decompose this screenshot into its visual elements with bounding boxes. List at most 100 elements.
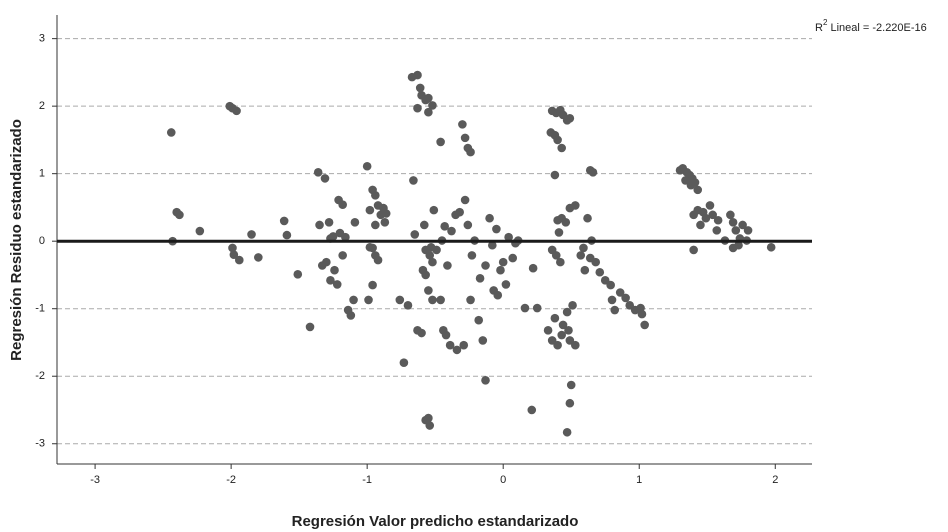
- point: [615, 288, 625, 297]
- point: [579, 243, 588, 253]
- point: [282, 230, 292, 240]
- x-tick-label: 0: [500, 474, 506, 486]
- point: [166, 128, 176, 137]
- point: [195, 226, 205, 236]
- point: [338, 200, 347, 210]
- point: [712, 226, 722, 235]
- point: [708, 210, 717, 220]
- point: [443, 261, 452, 270]
- x-tick-label: 2: [772, 474, 778, 486]
- point: [551, 251, 561, 260]
- point: [637, 309, 647, 319]
- point: [481, 261, 490, 270]
- point: [380, 217, 390, 227]
- x-tick-label: -3: [90, 474, 100, 486]
- point: [365, 205, 375, 215]
- y-tick-label: 0: [39, 235, 45, 247]
- point: [554, 228, 564, 237]
- point: [474, 315, 484, 325]
- point: [417, 328, 426, 338]
- point: [496, 265, 505, 275]
- point: [527, 405, 537, 415]
- point: [766, 242, 776, 252]
- point: [498, 257, 508, 267]
- point: [399, 358, 409, 368]
- point: [232, 106, 241, 116]
- point: [371, 190, 380, 200]
- point: [228, 243, 237, 253]
- point: [478, 336, 488, 345]
- point: [580, 265, 590, 275]
- point: [728, 243, 738, 253]
- point: [279, 216, 289, 226]
- point: [424, 286, 433, 295]
- point: [488, 240, 497, 250]
- point: [713, 215, 723, 225]
- point: [621, 293, 630, 303]
- point: [481, 375, 490, 385]
- point: [588, 168, 598, 177]
- point: [410, 230, 420, 239]
- point: [371, 220, 380, 230]
- point: [436, 295, 445, 305]
- point: [364, 295, 373, 305]
- annotation-text: Lineal = -2.220E-16: [827, 22, 926, 34]
- point: [492, 224, 501, 234]
- y-tick-label: 1: [39, 168, 45, 180]
- point: [424, 413, 433, 423]
- point: [576, 251, 586, 260]
- x-tick-label: -1: [362, 474, 372, 486]
- point: [403, 301, 413, 310]
- r2-annotation: R2 Lineal = -2.220E-16: [815, 18, 927, 34]
- point: [485, 213, 494, 223]
- point: [463, 220, 473, 230]
- point: [558, 320, 568, 330]
- point: [425, 421, 435, 430]
- point: [705, 201, 715, 210]
- point: [458, 120, 467, 129]
- point: [557, 330, 566, 340]
- point: [415, 83, 425, 93]
- point: [455, 207, 464, 217]
- point: [738, 220, 747, 230]
- point: [467, 251, 477, 260]
- point: [475, 274, 485, 283]
- y-tick-label: -2: [35, 370, 45, 382]
- point: [564, 326, 573, 335]
- point: [557, 143, 566, 153]
- point: [247, 230, 256, 239]
- point: [520, 303, 530, 313]
- point: [701, 213, 711, 223]
- point: [322, 257, 331, 267]
- point: [595, 267, 605, 277]
- point: [565, 114, 575, 123]
- point: [504, 232, 513, 242]
- point: [466, 147, 475, 157]
- point: [293, 269, 303, 279]
- point: [346, 311, 356, 320]
- point: [349, 295, 358, 305]
- point: [381, 209, 391, 218]
- point: [562, 307, 572, 317]
- point: [338, 251, 347, 260]
- point: [689, 245, 698, 255]
- y-axis-label: Regresión Residuo estandarizado: [8, 119, 25, 361]
- point: [460, 133, 470, 143]
- point: [726, 210, 735, 220]
- point: [528, 263, 538, 273]
- point: [440, 222, 450, 231]
- point: [425, 251, 435, 260]
- y-tick-label: 2: [39, 100, 45, 112]
- point: [566, 380, 576, 390]
- annotation-superscript: 2: [823, 18, 828, 27]
- point: [565, 398, 575, 408]
- point: [350, 217, 360, 227]
- point: [610, 305, 620, 315]
- point: [424, 93, 433, 103]
- point: [254, 253, 263, 262]
- point: [428, 295, 437, 305]
- point: [429, 205, 439, 215]
- point: [447, 226, 456, 236]
- point: [428, 101, 437, 110]
